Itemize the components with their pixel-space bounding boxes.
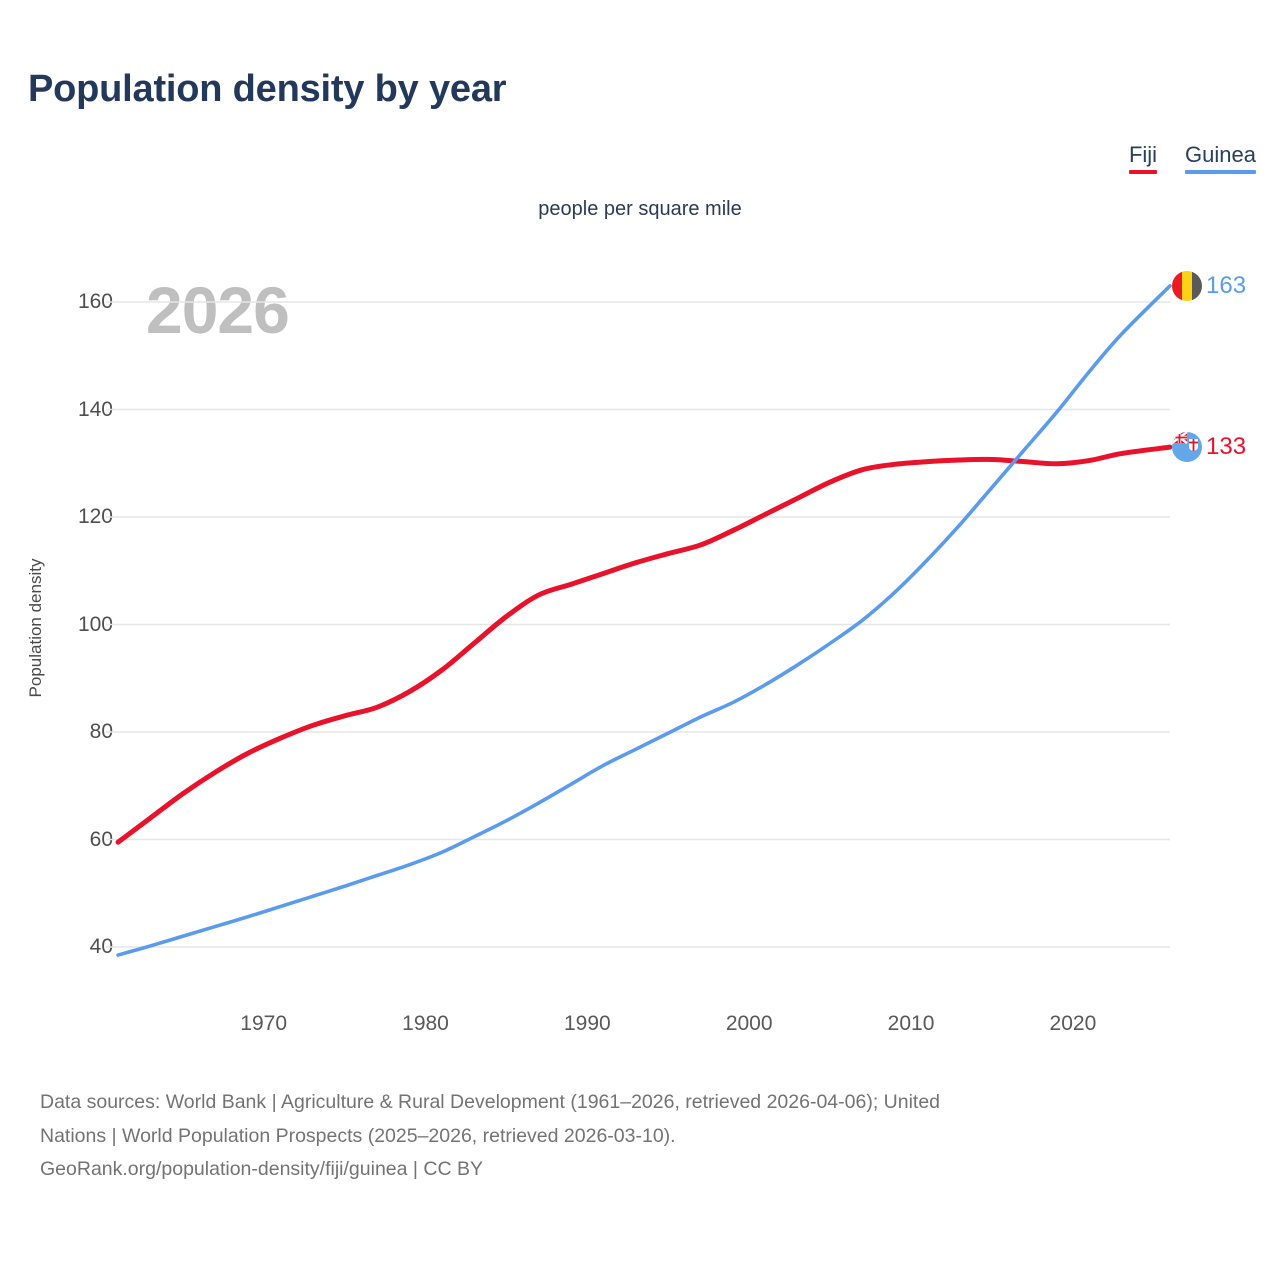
- footer-line-2: Nations | World Population Prospects (20…: [40, 1124, 676, 1147]
- legend-item-fiji[interactable]: Fiji: [1128, 142, 1158, 175]
- legend-swatch-guinea: [1185, 170, 1256, 175]
- x-tick-label: 1970: [240, 1012, 288, 1035]
- fiji-flag-icon: [1172, 432, 1202, 463]
- chart-legend: Fiji Guinea: [1128, 142, 1256, 175]
- x-tick-label: 2020: [1049, 1012, 1097, 1035]
- legend-swatch-fiji: [1128, 170, 1158, 175]
- footer-attribution: Data sources: World Bank | Agriculture &…: [40, 1086, 1255, 1187]
- y-tick-label: 40: [89, 935, 113, 958]
- y-axis-ticks: 40 60 80 100 120 140 160: [0, 0, 113, 1280]
- endpoint-value-guinea: 163: [1206, 271, 1247, 299]
- series-line-fiji[interactable]: [115, 444, 1173, 845]
- y-tick-label: 60: [89, 827, 113, 851]
- page-title: Population density by year: [28, 68, 507, 110]
- x-tick-label: 1990: [563, 1012, 611, 1035]
- x-tick-label: 1980: [402, 1012, 449, 1035]
- footer-line-3: GeoRank.org/population-density/fiji/guin…: [40, 1158, 483, 1181]
- y-tick-label: 120: [77, 505, 113, 528]
- y-tick-label: 100: [77, 612, 113, 636]
- series-line-guinea[interactable]: [116, 284, 1172, 957]
- y-tick-label: 140: [77, 397, 113, 421]
- x-tick-label: 2000: [725, 1012, 773, 1035]
- guinea-flag-icon: [1172, 270, 1202, 301]
- legend-label-guinea: Guinea: [1185, 142, 1256, 167]
- footer-line-1: Data sources: World Bank | Agriculture &…: [40, 1091, 941, 1113]
- year-watermark: 2026: [146, 273, 290, 347]
- endpoint-value-fiji: 133: [1206, 433, 1247, 461]
- y-tick-label: 160: [77, 290, 113, 313]
- x-tick-label: 2010: [887, 1012, 935, 1035]
- legend-label-fiji: Fiji: [1128, 142, 1158, 167]
- legend-item-guinea[interactable]: Guinea: [1185, 142, 1256, 175]
- y-tick-label: 80: [89, 720, 113, 743]
- chart-subtitle: people per square mile: [538, 198, 742, 220]
